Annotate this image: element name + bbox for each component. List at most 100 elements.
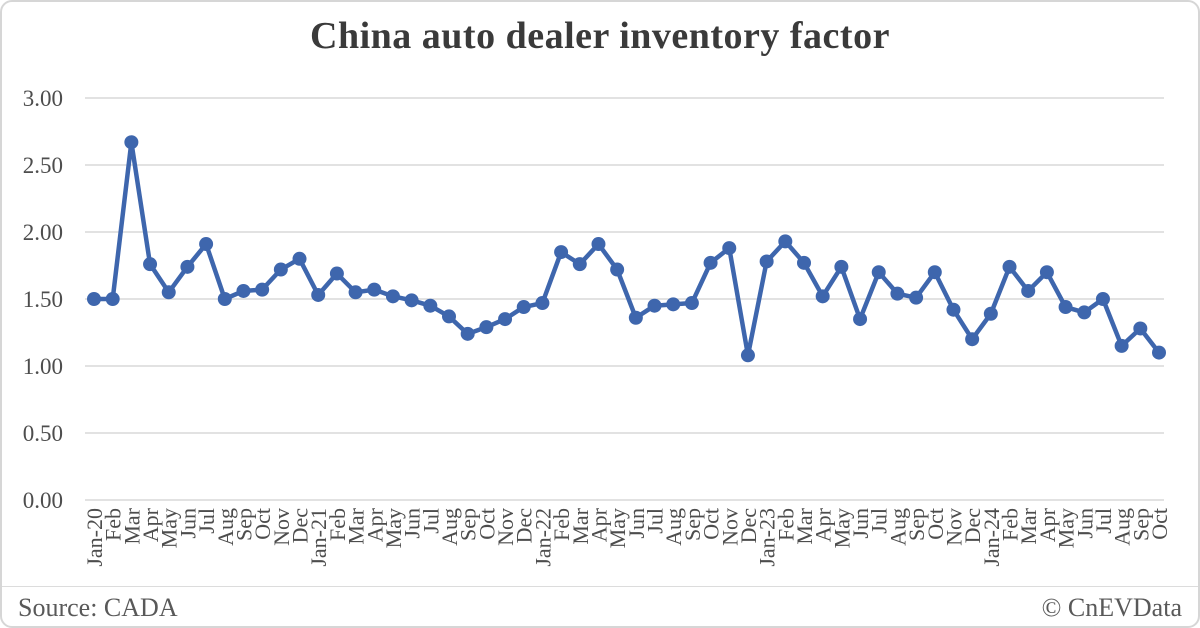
x-tick-label: Jul (418, 508, 443, 534)
data-point (348, 285, 363, 300)
x-tick-label: Aug (437, 508, 462, 546)
data-point (591, 237, 606, 252)
x-tick-label: Jul (643, 508, 668, 534)
x-tick-label: Oct (699, 508, 724, 540)
x-tick-label: Jul (867, 508, 892, 534)
x-tick-label: Sep (456, 508, 481, 541)
x-tick-label: Oct (250, 508, 275, 540)
data-point (684, 296, 699, 311)
data-point (722, 241, 737, 256)
x-tick-label: Nov (493, 508, 518, 546)
data-point (535, 296, 550, 311)
x-tick-label: Mar (1016, 507, 1041, 544)
data-point (105, 292, 120, 306)
data-point (385, 289, 400, 304)
data-point (1002, 259, 1017, 274)
data-point (516, 300, 531, 315)
x-tick-label: Apr (1035, 507, 1060, 542)
data-point (610, 262, 625, 277)
data-point (161, 285, 176, 300)
source-label: Source: CADA (18, 593, 178, 622)
x-tick-label: May (381, 508, 406, 548)
y-tick-label: 1.00 (23, 354, 63, 379)
data-point (498, 312, 513, 327)
data-point (199, 237, 214, 252)
data-point (797, 255, 811, 270)
chart-footer: Source: CADA © CnEVData (2, 590, 1198, 626)
data-point (442, 309, 456, 324)
x-tick-label: Dec (512, 508, 537, 544)
data-point (1114, 338, 1129, 353)
x-tick-label: Feb (325, 508, 350, 541)
x-tick-label: Aug (213, 508, 238, 546)
x-tick-label: Oct (923, 508, 948, 540)
data-point (1039, 265, 1054, 280)
data-point (946, 302, 961, 317)
x-tick-label: Dec (960, 508, 985, 544)
x-tick-label: Jun (624, 508, 649, 539)
x-tick-label: Mar (568, 507, 593, 544)
x-tick-label: Jul (1091, 508, 1116, 534)
x-tick-label: Apr (138, 507, 163, 542)
x-tick-label: Aug (661, 508, 686, 546)
data-point (647, 298, 662, 313)
data-point (983, 306, 998, 321)
x-tick-label: Jan-20 (82, 508, 107, 567)
x-tick-label: Sep (680, 508, 705, 541)
x-tick-label: May (829, 508, 854, 548)
footer-divider (2, 586, 1198, 587)
y-tick-label: 1.50 (23, 287, 63, 312)
x-tick-label: Oct (474, 508, 499, 540)
x-tick-label: Apr (811, 507, 836, 542)
data-point (292, 251, 307, 266)
data-point (1058, 300, 1073, 315)
data-point (1152, 345, 1166, 360)
credit-label: © CnEVData (1041, 593, 1182, 622)
x-tick-label: May (157, 508, 182, 548)
x-tick-label: Jan-23 (755, 508, 780, 567)
x-tick-label: Feb (101, 508, 126, 541)
x-tick-label: Nov (717, 508, 742, 546)
x-tick-label: Jun (175, 508, 200, 539)
data-point (1021, 283, 1036, 298)
x-tick-label: Jul (194, 508, 219, 534)
data-point (572, 257, 587, 272)
y-tick-label: 0.00 (23, 488, 63, 513)
data-point (236, 283, 251, 298)
data-point (255, 282, 270, 297)
data-point (423, 298, 438, 313)
x-tick-label: Jun (400, 508, 425, 539)
data-point (329, 266, 344, 281)
x-tick-label: Jan-21 (306, 508, 331, 567)
y-tick-label: 3.00 (23, 86, 63, 111)
data-point (1133, 321, 1148, 336)
data-point (909, 290, 924, 305)
x-tick-label: Feb (549, 508, 574, 541)
data-point (479, 320, 494, 335)
x-tick-label: May (605, 508, 630, 548)
x-tick-label: Jan-22 (530, 508, 555, 567)
data-point (87, 292, 101, 306)
x-tick-label: Dec (736, 508, 761, 544)
data-point (853, 312, 868, 327)
chart-title: China auto dealer inventory factor (310, 15, 890, 57)
x-tick-label: May (1054, 508, 1079, 548)
data-point (965, 332, 980, 347)
data-point (778, 234, 793, 249)
data-point (180, 259, 195, 274)
data-point (815, 289, 830, 304)
x-tick-label: Jan-24 (979, 508, 1004, 567)
data-point (460, 326, 475, 341)
x-tick-label: Nov (269, 508, 294, 546)
data-point (703, 255, 718, 270)
data-point (143, 257, 158, 272)
data-point (759, 254, 774, 269)
x-tick-label: Sep (1128, 508, 1153, 541)
y-tick-label: 0.50 (23, 421, 63, 446)
data-point (217, 292, 232, 306)
data-point (124, 135, 139, 150)
y-tick-label: 2.50 (23, 153, 63, 178)
data-point (740, 348, 755, 363)
x-tick-label: Sep (904, 508, 929, 541)
